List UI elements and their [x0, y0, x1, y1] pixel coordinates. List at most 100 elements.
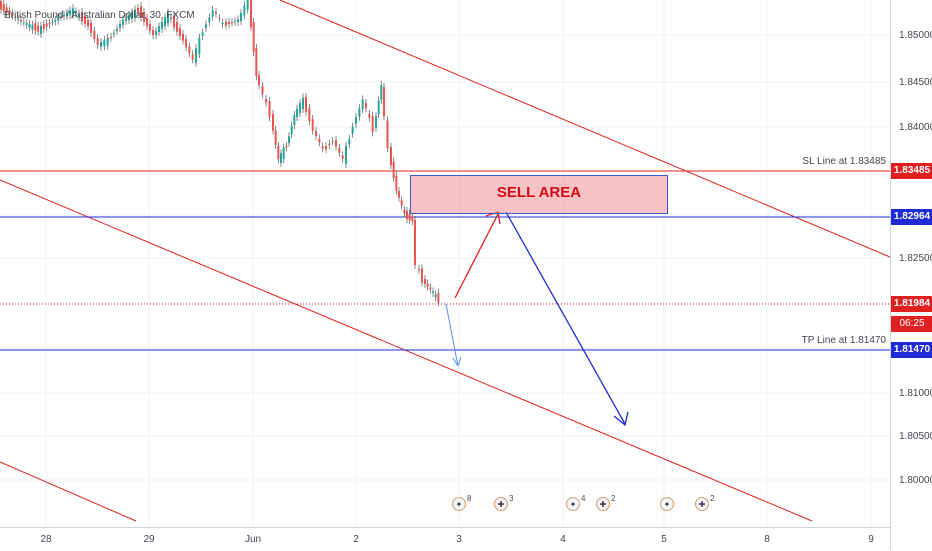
candle-body — [408, 213, 411, 221]
price-tick: 1.81000 — [899, 388, 932, 399]
candle-body — [288, 136, 290, 143]
sell-area-label: SELL AREA — [496, 184, 582, 201]
candle-body — [116, 28, 118, 31]
candle-body — [167, 12, 169, 23]
candle-body — [201, 32, 204, 36]
candle-body — [395, 175, 398, 191]
tp-price-tag: 1.81470 — [891, 342, 932, 358]
chart-area[interactable]: British Pound / Australian Dollar, 30, F… — [0, 0, 890, 527]
price-tick: 1.82500 — [899, 253, 932, 264]
candle-body — [429, 287, 432, 290]
gb-flag-icon[interactable]: ✚ — [494, 497, 508, 511]
candle-body — [390, 147, 392, 166]
candle-body — [432, 291, 434, 293]
candle-body — [146, 18, 148, 27]
candle-body — [228, 22, 230, 25]
au-flag-icon[interactable]: ✦ — [566, 497, 580, 511]
candle-body — [195, 48, 197, 63]
candle-body — [237, 19, 239, 22]
time-tick: 29 — [143, 534, 155, 545]
candle-body — [341, 155, 344, 159]
candle-body — [17, 18, 20, 20]
candle-body — [328, 143, 331, 146]
candle-body — [185, 39, 187, 48]
candle-body — [434, 294, 437, 298]
gb-flag-icon[interactable]: ✚ — [695, 497, 709, 511]
sell-area-box[interactable]: SELL AREA — [410, 175, 668, 214]
candle-body — [305, 97, 307, 112]
price-tick: 1.84000 — [899, 122, 932, 133]
candle-body — [361, 99, 364, 110]
candle-body — [191, 54, 194, 60]
candle-body — [426, 283, 429, 287]
candle-body — [119, 24, 121, 28]
candle-body — [274, 130, 277, 145]
tp-line-label: TP Line at 1.81470 — [801, 335, 886, 346]
candle-body — [93, 30, 96, 39]
au-flag-icon[interactable]: ✦ — [452, 497, 466, 511]
time-tick: 9 — [868, 534, 874, 545]
price-axis[interactable]: 1.85000 1.84500 1.84000 1.82500 1.81000 … — [890, 0, 932, 550]
candle-body — [234, 21, 236, 22]
candle-body — [400, 200, 403, 206]
candle-body — [272, 114, 274, 131]
candle-body — [250, 0, 252, 28]
candle-body — [383, 87, 385, 117]
candle-body — [231, 22, 233, 23]
channel-line-upper — [279, 0, 890, 258]
candle-body — [2, 4, 5, 12]
candle-body — [285, 146, 288, 148]
arrow-down-large — [505, 211, 629, 427]
candle-body — [140, 6, 142, 18]
candle-body — [22, 22, 25, 24]
candle-body — [205, 24, 207, 28]
event-count: 2 — [611, 494, 616, 503]
candle-body — [252, 22, 255, 52]
candle-body — [261, 86, 264, 95]
grid — [0, 0, 890, 527]
candle-body — [315, 131, 317, 137]
countdown-tag: 06:25 — [891, 316, 932, 332]
candle-body — [225, 22, 227, 26]
candle-body — [131, 12, 133, 19]
gb-flag-icon[interactable]: ✚ — [596, 497, 610, 511]
candle-body — [152, 30, 154, 35]
candle-body — [5, 7, 8, 13]
candle-body — [143, 12, 145, 22]
candle-body — [299, 103, 301, 113]
candle-body — [243, 5, 246, 16]
event-count: 4 — [581, 494, 586, 503]
candle-body — [280, 153, 282, 163]
candle-body — [268, 101, 271, 118]
candle-body — [128, 14, 130, 20]
price-tick: 1.80500 — [899, 431, 932, 442]
price-chart[interactable] — [0, 0, 890, 527]
candle-body — [380, 85, 383, 100]
candle-body — [31, 24, 34, 30]
time-axis[interactable]: 28 29 Jun 2 3 4 5 8 9 — [0, 527, 890, 551]
candle-body — [218, 18, 221, 19]
candle-body — [282, 147, 285, 159]
candle-body — [311, 119, 314, 131]
time-tick: Jun — [244, 534, 262, 545]
candle-body — [84, 16, 86, 24]
symbol-title[interactable]: British Pound / Australian Dollar, 30, F… — [4, 10, 195, 21]
candle-body — [335, 140, 337, 147]
candle-body — [296, 108, 298, 117]
candle-body — [69, 10, 71, 16]
sl-line-label: SL Line at 1.83485 — [802, 156, 886, 167]
candle-body — [255, 48, 258, 77]
candle-body — [170, 17, 172, 19]
candle-body — [78, 13, 80, 17]
candle-body — [293, 115, 296, 125]
candle-body — [0, 1, 2, 10]
candle-body — [173, 16, 175, 28]
candle-body — [96, 38, 99, 45]
candle-body — [182, 34, 184, 41]
candle-body — [277, 146, 280, 160]
candle-body — [240, 12, 242, 21]
au-flag-icon[interactable]: ✦ — [660, 497, 674, 511]
candle-body — [137, 8, 139, 13]
candle-body — [437, 292, 440, 303]
channel-line-lower — [0, 461, 137, 522]
